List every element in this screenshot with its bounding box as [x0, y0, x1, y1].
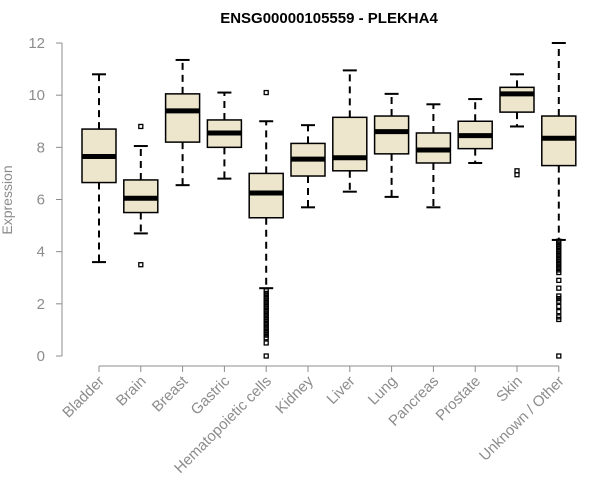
- x-tick-label: Prostate: [432, 373, 484, 425]
- x-tick-label: Bladder: [59, 373, 108, 422]
- outlier-point: [556, 277, 562, 284]
- y-tick-label: 8: [37, 139, 45, 156]
- box-group: [415, 103, 452, 209]
- y-tick-label: 10: [28, 87, 45, 104]
- box-group: [81, 73, 117, 264]
- box-group: [248, 89, 284, 359]
- x-tick-label: Kidney: [272, 372, 317, 417]
- x-tick-label: Breast: [149, 372, 192, 415]
- x-tick-label: Brain: [113, 373, 150, 410]
- box-iqr: [164, 93, 201, 143]
- box-group: [332, 69, 368, 193]
- outlier-point: [263, 340, 269, 346]
- box-iqr: [499, 86, 535, 113]
- box-iqr: [332, 116, 368, 172]
- x-tick-label: Lung: [365, 373, 401, 409]
- outlier-point: [138, 123, 144, 130]
- box-group: [373, 92, 410, 198]
- plot-area: [81, 42, 577, 359]
- y-tick-label: 4: [37, 244, 45, 261]
- y-axis: 0 2 4 6 8 10 12: [28, 35, 63, 365]
- outlier-point: [556, 269, 562, 276]
- box-group: [499, 73, 535, 178]
- y-tick-label: 6: [37, 192, 45, 209]
- outlier-point: [556, 298, 562, 304]
- outlier-point: [514, 172, 520, 178]
- y-tick-label: 2: [37, 296, 45, 313]
- outlier-point: [263, 335, 269, 341]
- box-iqr: [248, 172, 284, 219]
- outlier-point: [556, 309, 562, 315]
- y-tick-label: 0: [37, 348, 45, 365]
- box-iqr: [373, 115, 410, 155]
- outlier-point: [556, 353, 562, 359]
- box-group: [457, 98, 493, 164]
- outlier-point: [556, 316, 562, 323]
- box-group: [206, 91, 243, 180]
- x-tick-label: Liver: [324, 373, 359, 408]
- x-tick-label: Skin: [493, 373, 526, 406]
- outlier-point: [556, 303, 562, 310]
- box-group: [123, 123, 159, 268]
- box-iqr: [541, 115, 577, 167]
- y-tick-label: 12: [28, 35, 45, 52]
- outlier-point: [556, 285, 562, 291]
- box-group: [541, 42, 577, 359]
- outlier-point: [263, 353, 269, 359]
- y-axis-title: Expression: [0, 165, 15, 234]
- outlier-point: [263, 89, 269, 96]
- outlier-point: [138, 262, 144, 268]
- box-group: [164, 58, 201, 187]
- chart-title: ENSG00000105559 - PLEKHA4: [220, 10, 438, 27]
- box-group: [290, 124, 326, 209]
